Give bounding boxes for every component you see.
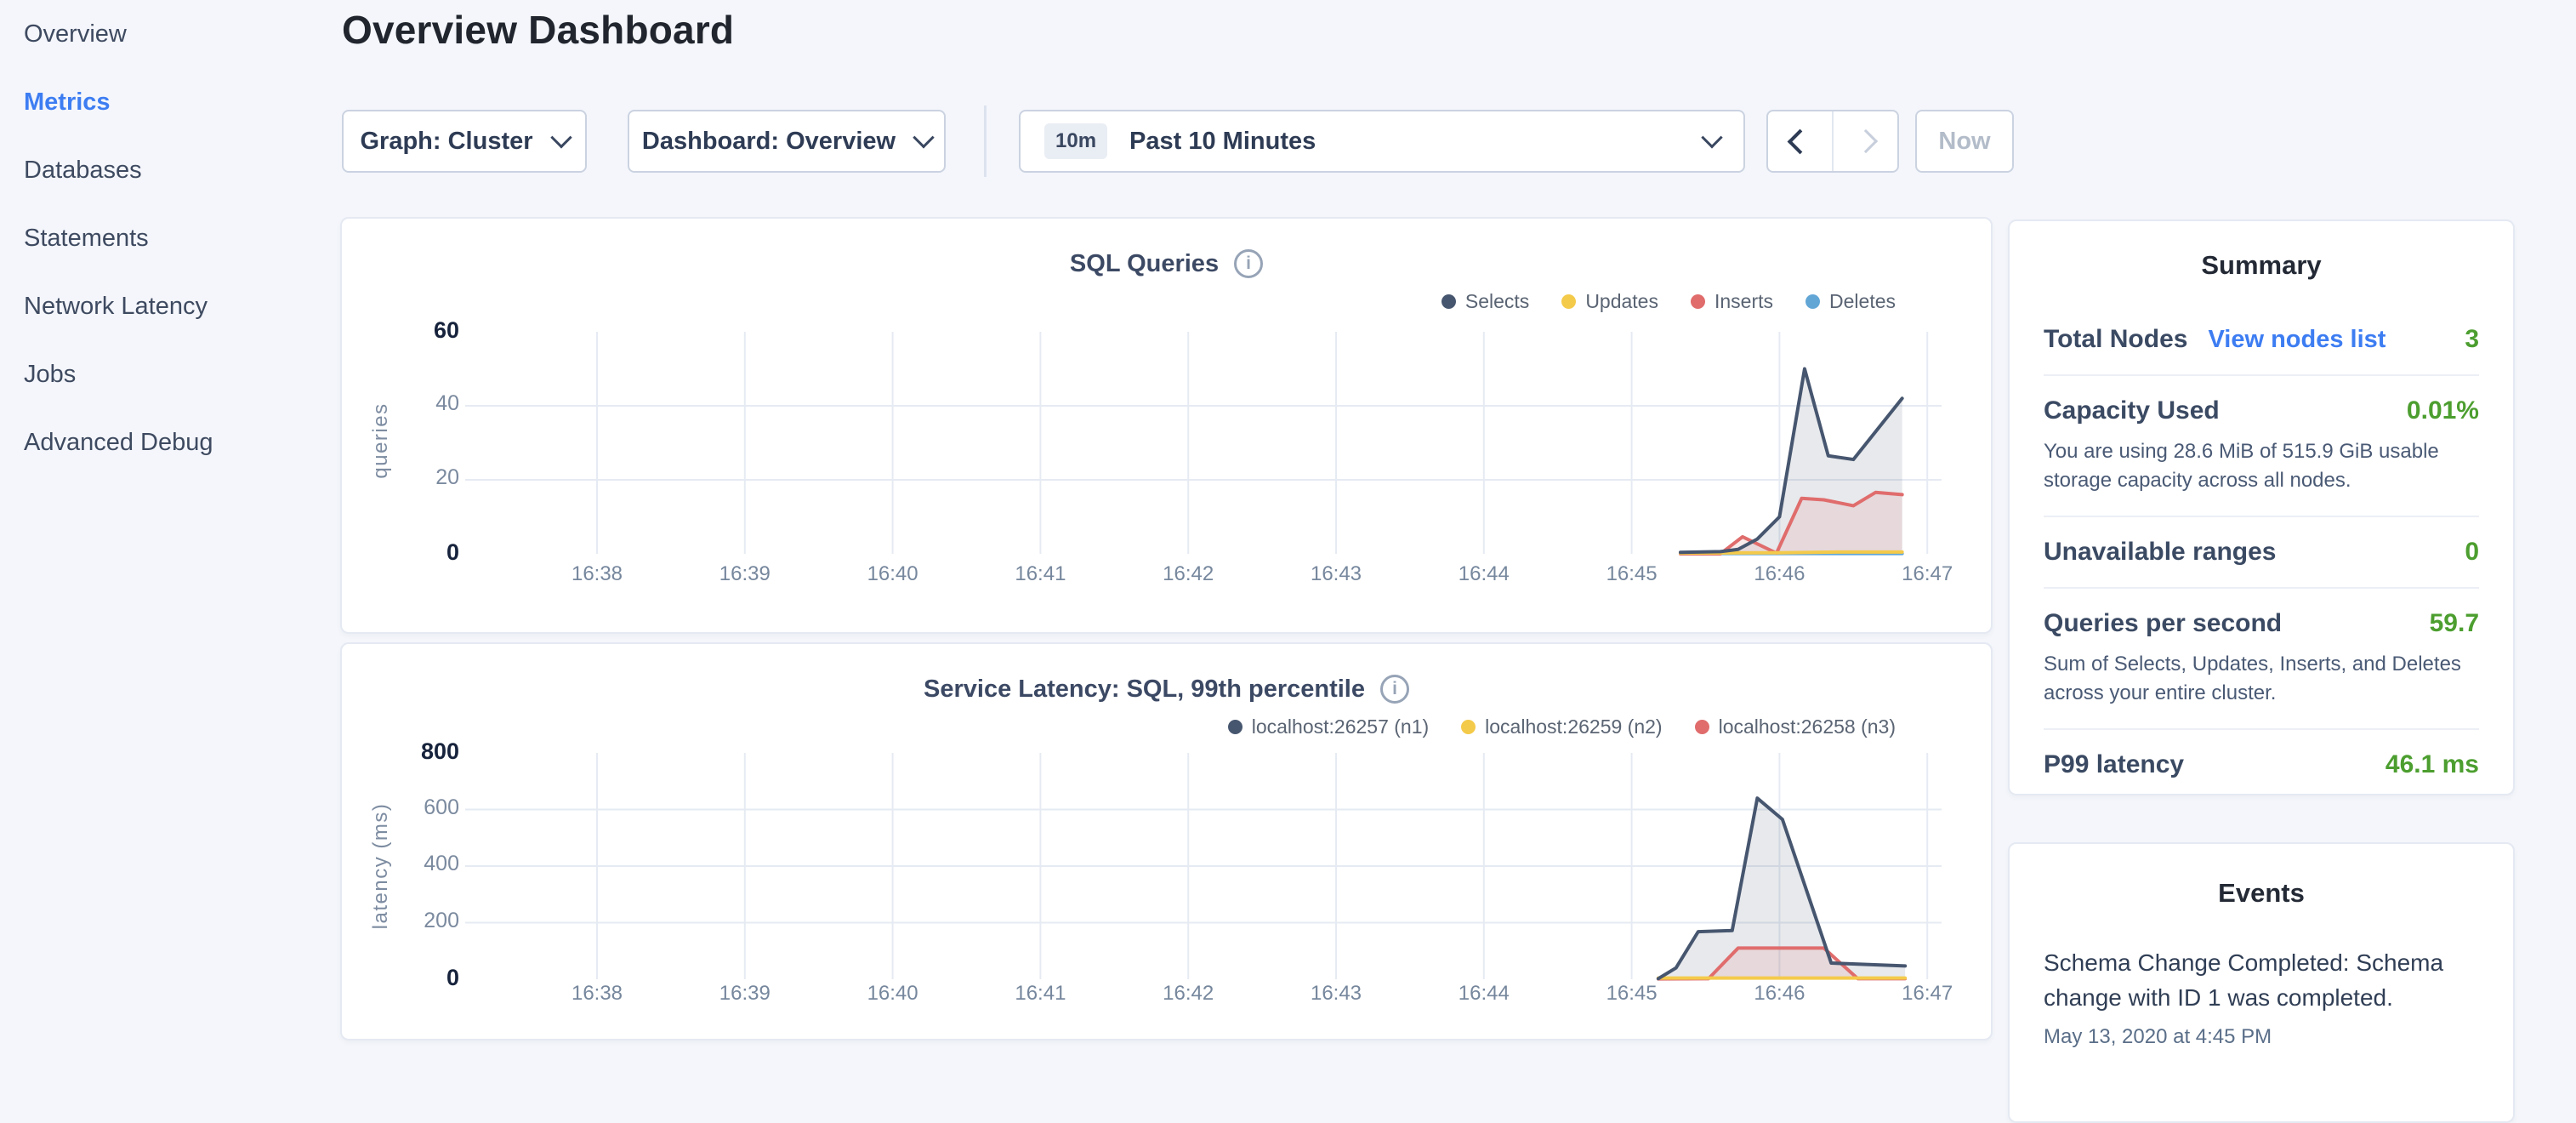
y-axis-tick-label: 20	[383, 465, 459, 490]
summary-row-label: Capacity Used	[2044, 396, 2220, 425]
time-range-badge: 10m	[1044, 123, 1107, 159]
chevron-right-icon	[1853, 129, 1877, 153]
events-panel: Events Schema Change Completed: Schema c…	[2008, 842, 2515, 1123]
x-axis-tick-label: 16:40	[842, 982, 944, 1006]
now-button[interactable]: Now	[1915, 110, 2014, 173]
x-axis-tick-label: 16:39	[694, 982, 796, 1006]
chart-title: SQL Queries	[1070, 250, 1219, 278]
legend-dot-icon	[1805, 294, 1820, 309]
y-axis-tick-label: 200	[383, 909, 459, 933]
sidebar: Overview Metrics Databases Statements Ne…	[0, 0, 333, 1052]
summary-row-description: You are using 28.6 MiB of 515.9 GiB usab…	[2044, 437, 2479, 495]
summary-row-capacity-used: Capacity Used 0.01% You are using 28.6 M…	[2044, 396, 2479, 495]
time-range-picker[interactable]: 10m Past 10 Minutes	[1019, 110, 1745, 173]
graph-dropdown-label: Graph: Cluster	[360, 128, 532, 156]
x-axis-tick-label: 16:42	[1137, 562, 1239, 586]
x-axis-tick-label: 16:38	[546, 982, 648, 1006]
y-axis-title: queries	[369, 356, 395, 526]
event-timestamp: May 13, 2020 at 4:45 PM	[2044, 1025, 2479, 1049]
summary-row-value: 0	[2465, 538, 2479, 567]
y-axis-tick-label: 60	[383, 317, 459, 344]
controls-divider	[984, 105, 987, 177]
service-latency-chart-card: Service Latency: SQL, 99th percentile i …	[340, 642, 1993, 1040]
summary-row-label: Unavailable ranges	[2044, 538, 2276, 567]
time-next-button[interactable]	[1834, 111, 1897, 171]
x-axis-tick-label: 16:45	[1581, 982, 1683, 1006]
chart-plot[interactable]	[465, 308, 1962, 573]
summary-row-total-nodes: Total Nodes View nodes list 3	[2044, 325, 2479, 354]
summary-title: Summary	[2044, 250, 2479, 281]
event-message[interactable]: Schema Change Completed: Schema change w…	[2044, 946, 2479, 1015]
summary-row-value: 46.1 ms	[2386, 750, 2479, 779]
legend-dot-icon	[1561, 294, 1576, 309]
sidebar-item-metrics[interactable]: Metrics	[0, 68, 333, 136]
y-axis-tick-label: 600	[383, 795, 459, 820]
dashboard-dropdown-label: Dashboard: Overview	[642, 128, 896, 156]
summary-panel: Summary Total Nodes View nodes list 3 Ca…	[2008, 219, 2515, 795]
x-axis-tick-label: 16:46	[1728, 562, 1830, 586]
chart-title: Service Latency: SQL, 99th percentile	[924, 676, 1365, 704]
summary-row-unavailable-ranges: Unavailable ranges 0	[2044, 538, 2479, 567]
sidebar-item-advanced-debug[interactable]: Advanced Debug	[0, 408, 333, 476]
sql-queries-chart-card: SQL Queries i SelectsUpdatesInsertsDelet…	[340, 217, 1993, 634]
chart-plot[interactable]	[465, 727, 1962, 992]
y-axis-tick-label: 0	[383, 965, 459, 991]
summary-row-label: P99 latency	[2044, 750, 2184, 779]
events-title: Events	[2044, 878, 2479, 909]
summary-row-label: Total Nodes	[2044, 325, 2187, 354]
x-axis-tick-label: 16:40	[842, 562, 944, 586]
x-axis-tick-label: 16:42	[1137, 982, 1239, 1006]
x-axis-tick-label: 16:43	[1285, 562, 1387, 586]
summary-row-value: 0.01%	[2407, 396, 2479, 425]
x-axis-tick-label: 16:43	[1285, 982, 1387, 1006]
summary-row-queries-per-second: Queries per second 59.7 Sum of Selects, …	[2044, 609, 2479, 708]
divider	[2044, 728, 2479, 730]
summary-row-description: Sum of Selects, Updates, Inserts, and De…	[2044, 650, 2479, 708]
y-axis-tick-label: 40	[383, 391, 459, 416]
legend-dot-icon	[1442, 294, 1456, 309]
chevron-down-icon	[913, 127, 934, 148]
page-title: Overview Dashboard	[342, 7, 734, 53]
chevron-down-icon	[550, 127, 571, 148]
sidebar-item-jobs[interactable]: Jobs	[0, 340, 333, 408]
x-axis-tick-label: 16:44	[1433, 562, 1535, 586]
chevron-left-icon	[1788, 128, 1813, 154]
time-prev-button[interactable]	[1768, 111, 1834, 171]
sidebar-item-network-latency[interactable]: Network Latency	[0, 272, 333, 340]
x-axis-tick-label: 16:38	[546, 562, 648, 586]
chevron-down-icon	[1701, 127, 1722, 148]
dashboard-dropdown[interactable]: Dashboard: Overview	[628, 110, 946, 173]
sidebar-item-overview[interactable]: Overview	[0, 0, 333, 68]
sidebar-item-databases[interactable]: Databases	[0, 136, 333, 204]
y-axis-tick-label: 400	[383, 852, 459, 876]
x-axis-tick-label: 16:41	[989, 982, 1091, 1006]
summary-row-value: 3	[2465, 325, 2479, 354]
x-axis-tick-label: 16:46	[1728, 982, 1830, 1006]
divider	[2044, 374, 2479, 376]
x-axis-tick-label: 16:45	[1581, 562, 1683, 586]
y-axis-tick-label: 800	[383, 738, 459, 765]
info-icon[interactable]: i	[1234, 249, 1263, 278]
x-axis-tick-label: 16:47	[1876, 982, 1978, 1006]
divider	[2044, 516, 2479, 517]
view-nodes-list-link[interactable]: View nodes list	[2208, 326, 2386, 354]
x-axis-tick-label: 16:41	[989, 562, 1091, 586]
x-axis-tick-label: 16:39	[694, 562, 796, 586]
x-axis-tick-label: 16:44	[1433, 982, 1535, 1006]
summary-row-p99-latency: P99 latency 46.1 ms	[2044, 750, 2479, 779]
summary-row-label: Queries per second	[2044, 609, 2282, 638]
y-axis-tick-label: 0	[383, 539, 459, 566]
time-range-label: Past 10 Minutes	[1129, 128, 1316, 156]
x-axis-tick-label: 16:47	[1876, 562, 1978, 586]
divider	[2044, 587, 2479, 589]
summary-row-value: 59.7	[2430, 609, 2479, 638]
time-step-buttons	[1766, 110, 1899, 173]
info-icon[interactable]: i	[1380, 675, 1409, 704]
legend-dot-icon	[1691, 294, 1705, 309]
sidebar-item-statements[interactable]: Statements	[0, 204, 333, 272]
graph-dropdown[interactable]: Graph: Cluster	[342, 110, 587, 173]
